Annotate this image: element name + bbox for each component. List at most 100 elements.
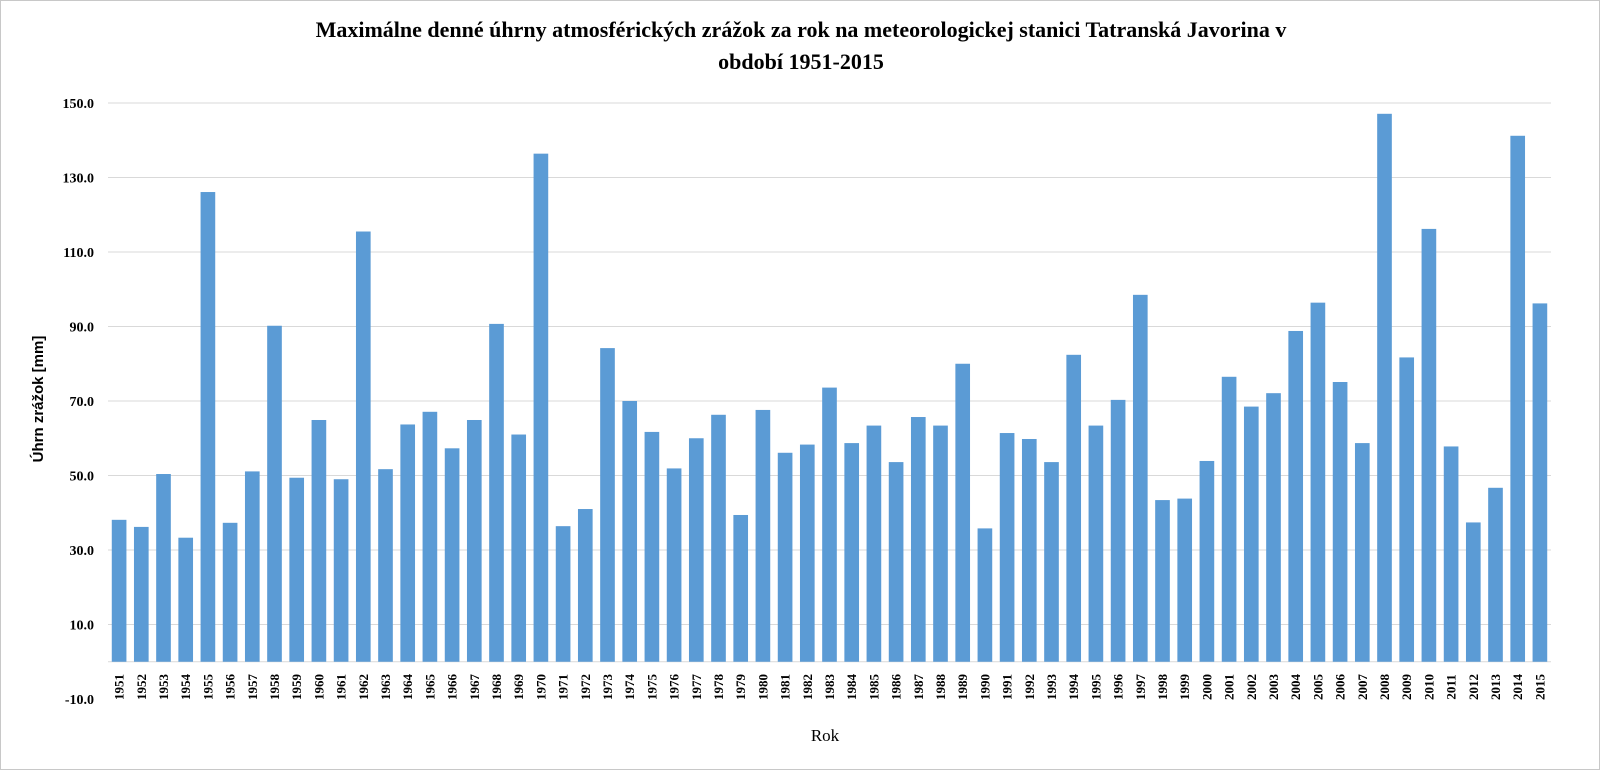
x-tick-label: 1993	[1044, 674, 1059, 701]
bar-1984	[844, 443, 860, 662]
x-tick-label: 1958	[267, 674, 282, 701]
x-tick-label: 1962	[356, 674, 371, 700]
x-tick-label: 2006	[1333, 674, 1348, 701]
x-tick-label: 1952	[134, 674, 149, 700]
y-tick-label: 150.0	[63, 97, 95, 112]
bar-2005	[1310, 302, 1326, 662]
x-tick-label: 1971	[556, 674, 571, 700]
bar-2013	[1488, 487, 1503, 662]
bar-2012	[1465, 522, 1481, 662]
y-tick-label: 110.0	[63, 246, 94, 261]
bar-1966	[444, 448, 460, 662]
bar-1969	[511, 434, 527, 662]
x-tick-label: 1973	[600, 674, 615, 701]
x-tick-label: 1959	[289, 674, 304, 701]
x-tick-label: 1964	[400, 674, 415, 701]
x-tick-label: 1954	[178, 674, 193, 701]
y-tick-label: 70.0	[70, 395, 95, 410]
bar-1997	[1132, 294, 1148, 662]
x-tick-label: 1976	[667, 674, 682, 701]
x-tick-label: 1974	[622, 674, 637, 701]
bar-2000	[1199, 460, 1215, 662]
x-tick-label: 1999	[1177, 674, 1192, 701]
bar-2004	[1288, 330, 1304, 662]
x-tick-label: 1981	[778, 674, 793, 700]
x-tick-label: 1988	[933, 674, 948, 701]
y-tick-label: 90.0	[70, 321, 95, 336]
x-tick-label: 2008	[1377, 674, 1392, 701]
x-tick-label: 1989	[955, 674, 970, 701]
bar-1987	[910, 417, 926, 662]
bar-1962	[355, 231, 371, 662]
x-tick-label: 1984	[844, 674, 859, 701]
x-tick-label: 1980	[755, 674, 770, 700]
bar-2007	[1354, 443, 1370, 662]
x-tick-label: 1953	[156, 674, 171, 701]
bar-1990	[977, 528, 993, 662]
bar-1999	[1177, 498, 1193, 662]
y-axis-ticks: 150.0 130.0 110.0 90.0 70.0 50.0 30.0 10.0 -10.0	[63, 97, 95, 708]
x-tick-label: 1961	[334, 674, 349, 700]
x-tick-label: 1965	[422, 674, 437, 701]
x-tick-label: 2010	[1421, 674, 1436, 700]
x-tick-label: 1977	[689, 674, 704, 701]
x-tick-label: 2004	[1288, 674, 1303, 701]
bar-2010	[1421, 228, 1437, 662]
x-tick-label: 2013	[1488, 674, 1503, 701]
bar-1967	[466, 419, 482, 662]
x-tick-label: 1956	[223, 674, 238, 701]
x-tick-label: 2002	[1244, 674, 1259, 700]
bar-1995	[1088, 425, 1104, 662]
bars	[111, 113, 1548, 662]
x-axis-label: Rok	[811, 726, 840, 745]
chart-title-line-2: období 1951-2015	[718, 49, 884, 74]
bar-1951	[111, 519, 127, 662]
bar-1964	[400, 424, 416, 662]
x-tick-label: 1983	[822, 674, 837, 701]
bar-1993	[1044, 462, 1059, 662]
x-tick-label: 1972	[578, 674, 593, 700]
bar-1975	[644, 431, 660, 662]
x-tick-label: 1968	[489, 674, 504, 701]
bar-2002	[1243, 406, 1259, 662]
bar-2008	[1377, 113, 1392, 662]
bar-2006	[1332, 382, 1348, 662]
x-tick-label: 1978	[711, 674, 726, 701]
bar-1956	[222, 522, 238, 662]
x-tick-label: 2000	[1199, 674, 1214, 700]
bar-1957	[244, 471, 260, 662]
bar-1973	[600, 348, 615, 662]
bar-2001	[1221, 376, 1237, 662]
bar-1961	[333, 479, 349, 662]
bar-1992	[1021, 438, 1037, 662]
bar-2003	[1266, 393, 1281, 662]
x-tick-label: 2012	[1466, 674, 1481, 700]
x-tick-label: 1951	[112, 674, 127, 700]
x-tick-label: 1992	[1022, 674, 1037, 700]
bar-1979	[733, 514, 749, 662]
bar-1996	[1110, 399, 1126, 662]
x-tick-label: 1985	[866, 674, 881, 701]
x-tick-label: 1960	[311, 674, 326, 700]
x-tick-label: 1995	[1088, 674, 1103, 701]
x-tick-label: 1997	[1133, 674, 1148, 701]
x-tick-label: 2005	[1310, 674, 1325, 701]
bar-2014	[1510, 135, 1526, 662]
x-tick-label: 1987	[911, 674, 926, 701]
bar-1977	[688, 438, 704, 662]
x-tick-label: 2015	[1532, 674, 1547, 701]
x-tick-label: 1996	[1111, 674, 1126, 701]
bar-1959	[289, 477, 305, 662]
x-tick-label: 1963	[378, 674, 393, 701]
bar-1955	[200, 192, 216, 662]
x-tick-label: 1970	[533, 674, 548, 700]
x-tick-label: 1979	[733, 674, 748, 701]
bar-1953	[156, 474, 171, 662]
bar-1986	[888, 462, 904, 662]
bar-1988	[933, 425, 948, 662]
bar-1982	[799, 444, 815, 662]
x-tick-label: 1969	[511, 674, 526, 701]
y-tick-label: 30.0	[70, 544, 95, 559]
x-tick-label: 1990	[977, 674, 992, 700]
x-tick-label: 1955	[200, 674, 215, 701]
